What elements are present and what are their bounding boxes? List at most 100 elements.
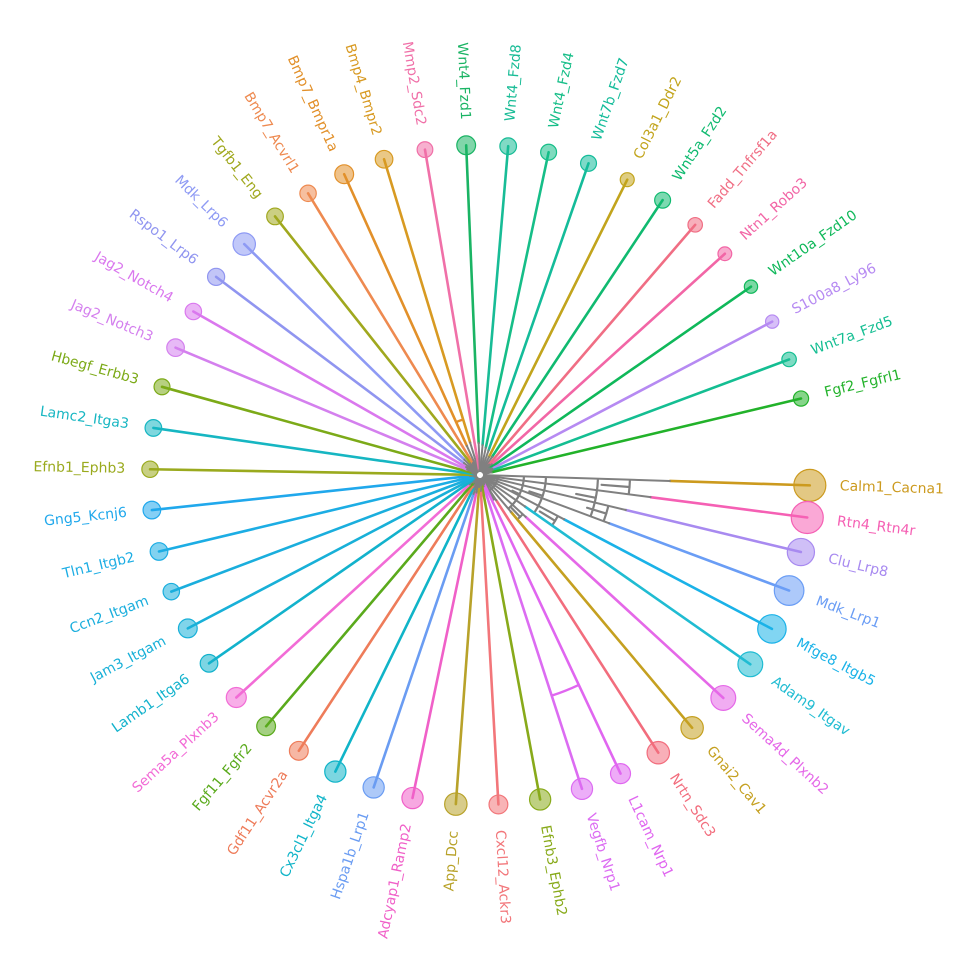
- leaf-label: App_Dcc: [441, 830, 461, 892]
- leaf-branch: [423, 148, 481, 472]
- leaf-node: [710, 684, 737, 711]
- leaf-label: Wnt4_Fzd1: [454, 42, 473, 120]
- leaf-label: Jam3_Itgam: [87, 633, 169, 686]
- leaf-node: [374, 149, 394, 169]
- leaf-node: [153, 378, 171, 396]
- leaf-branch: [487, 162, 590, 452]
- leaf-branch-stem: [482, 475, 566, 521]
- leaf-node: [773, 575, 805, 606]
- leaf-branch: [214, 275, 466, 465]
- leaf-node: [184, 302, 203, 321]
- leaf-node: [444, 792, 468, 816]
- leaf-branch: [150, 474, 472, 512]
- leaf-node: [256, 716, 277, 737]
- leaf-node: [199, 653, 219, 673]
- leaf-branch: [235, 483, 471, 699]
- dendro-internal-link: [575, 492, 597, 499]
- leaf-label: Tgfb1_Eng: [207, 133, 266, 202]
- leaf-branch: [491, 320, 774, 470]
- leaf-branch: [464, 143, 480, 445]
- leaf-branch: [480, 483, 542, 801]
- leaf-node: [488, 794, 509, 815]
- leaf-label: Mdk_Lrp1: [814, 593, 883, 632]
- leaf-label: Cxcl12_Ackr3: [492, 830, 513, 925]
- leaf-node: [142, 500, 162, 520]
- leaf-label: Wnt7b_Fzd7: [589, 56, 632, 143]
- dendro-internal-link: [510, 507, 522, 518]
- leaf-label: Nrtn_Sdc3: [666, 771, 718, 840]
- leaf-branch: [264, 481, 475, 728]
- leaf-branch: [484, 150, 550, 449]
- leaf-node: [334, 164, 355, 185]
- leaf-node: [737, 651, 764, 678]
- leaf-label: Vegfb_Nrp1: [583, 811, 623, 893]
- dendrogram-leaves: [141, 135, 827, 816]
- leaf-label: Efnb3_Ephb2: [537, 824, 569, 917]
- leaf-node: [743, 279, 759, 294]
- leaf-node: [619, 172, 635, 188]
- leaf-label: Gng5_Kcnj6: [43, 505, 127, 530]
- leaf-node: [416, 141, 434, 159]
- leaf-node: [570, 777, 594, 801]
- dendro-internal-link: [488, 491, 495, 501]
- leaf-node: [764, 314, 780, 329]
- leaf-node: [141, 460, 159, 479]
- leaf-label: Ntn1_Robo3: [737, 175, 811, 244]
- leaf-label: Lamb1_Itga6: [109, 671, 193, 736]
- dendro-internal-link: [528, 490, 544, 497]
- leaf-branch: [297, 483, 475, 753]
- leaf-branch: [242, 242, 466, 461]
- leaf-node: [687, 216, 704, 233]
- leaf-branch: [382, 157, 472, 444]
- leaf-node: [299, 184, 317, 203]
- leaf-label: Fadd_Tnfrsf1a: [705, 127, 781, 212]
- leaf-branch: [607, 522, 791, 592]
- leaf-branch: [186, 476, 476, 630]
- leaf-label: Fgf11_Fgfr2: [190, 741, 256, 815]
- leaf-branch: [207, 478, 475, 665]
- leaf-label: Mmp2_Sdc2: [399, 40, 429, 126]
- leaf-label: Ccn2_Itgam: [68, 593, 151, 637]
- leaf-node: [266, 207, 284, 226]
- leaf-label: Wnt7a_Fzd5: [809, 313, 895, 358]
- leaf-branch: [487, 178, 629, 459]
- leaf-branch: [490, 397, 803, 474]
- leaf-node: [144, 419, 163, 437]
- leaf-label: Adam9_Itgav: [768, 674, 852, 740]
- dendro-bracket-arc: [551, 683, 580, 697]
- leaf-node: [792, 390, 810, 407]
- dendro-bracket-arc: [455, 418, 464, 424]
- leaf-branch: [494, 498, 660, 754]
- leaf-branch: [668, 479, 812, 487]
- leaf-branch: [481, 144, 510, 447]
- leaf-branch-stem: [479, 446, 487, 473]
- leaf-branch: [342, 172, 469, 448]
- leaf-branch: [490, 252, 727, 466]
- leaf-branch-stem: [482, 474, 671, 482]
- leaf-node: [717, 246, 733, 262]
- leaf-label: Lamc2_Itga3: [39, 404, 130, 433]
- leaf-label: Mdk_Lrp6: [171, 172, 230, 231]
- leaf-label: Adcyap1_Ramp2: [375, 822, 415, 940]
- leaf-label: Calm1_Cacna1: [840, 478, 945, 497]
- leaf-branch: [488, 285, 753, 470]
- leaf-branch-stem: [482, 474, 652, 499]
- leaf-branch-stem: [482, 476, 527, 508]
- leaf-node: [654, 191, 672, 209]
- leaf-label: L1cam_Nrp1: [624, 794, 676, 880]
- leaf-label: Jag2_Notch3: [68, 296, 156, 345]
- leaf-label: S100a8_Ly96: [789, 260, 879, 317]
- leaf-node: [680, 715, 704, 740]
- leaf-branch: [334, 486, 476, 773]
- leaf-node: [149, 542, 169, 561]
- dendro-internal-link: [511, 489, 521, 496]
- leaf-branch: [411, 491, 478, 800]
- leaf-node: [540, 143, 558, 161]
- leaf-label: Wnt4_Fzd4: [546, 51, 578, 130]
- leaf-branch: [649, 495, 809, 519]
- leaf-node: [401, 786, 424, 810]
- leaf-branch: [273, 215, 472, 465]
- leaf-branch-stem: [482, 474, 627, 512]
- leaf-label: Gnai2_Cav1: [703, 743, 769, 817]
